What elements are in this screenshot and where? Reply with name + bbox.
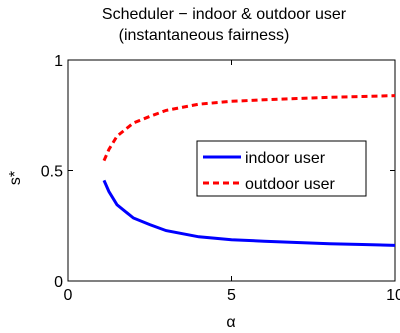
y-tick-label-1: 0.5	[41, 164, 63, 181]
x-axis-label: α	[226, 314, 235, 331]
x-tick-label-0: 0	[64, 287, 73, 304]
legend: indoor user outdoor user	[196, 140, 367, 197]
x-tick-label-1: 5	[227, 287, 236, 304]
series-lines	[102, 94, 396, 247]
series-line-indoor-user	[102, 179, 396, 247]
axis-ticks	[67, 59, 396, 282]
legend-label-outdoor-user: outdoor user	[245, 176, 336, 193]
legend-box	[196, 140, 367, 197]
chart-title: Scheduler − indoor & outdoor user	[102, 6, 347, 23]
y-tick-label-0: 0	[54, 274, 63, 291]
y-tick-label-2: 1	[54, 53, 63, 70]
axis-tick-labels: 0 5 10 0 0.5 1	[41, 53, 400, 304]
legend-label-indoor-user: indoor user	[245, 150, 326, 167]
y-axis-label: s*	[7, 171, 24, 185]
x-tick-label-2: 10	[386, 287, 400, 304]
chart-subtitle: (instantaneous fairness)	[119, 27, 290, 44]
